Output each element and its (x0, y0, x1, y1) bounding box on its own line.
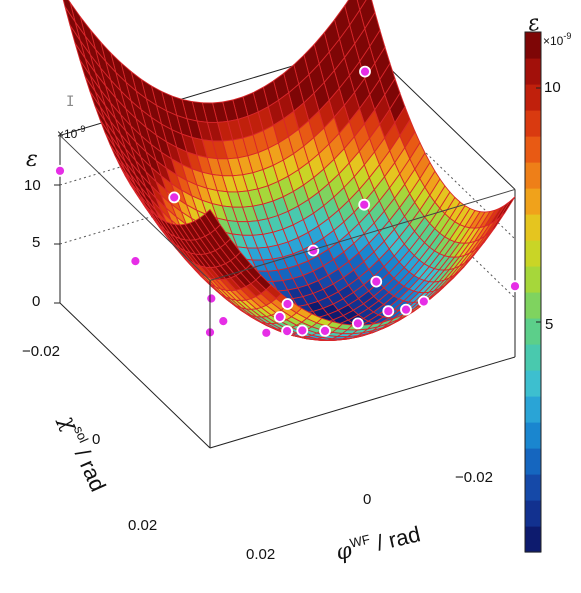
x-tick-neg002: −0.02 (455, 469, 493, 486)
data-point (260, 326, 273, 339)
colorbar-segment (525, 110, 541, 137)
colorbar-segment (525, 84, 541, 111)
data-markers (54, 65, 521, 339)
data-point (307, 244, 320, 257)
x-tick-002: 0.02 (246, 546, 275, 563)
z-tick-5: 5 (32, 234, 40, 251)
colorbar-segment (525, 422, 541, 449)
z-tick-0: 0 (32, 293, 40, 310)
colorbar-segment (525, 240, 541, 267)
y-tick-002: 0.02 (128, 517, 157, 534)
colorbar-tick-10: 10 (544, 79, 561, 96)
data-point (129, 255, 142, 268)
colorbar-segment (525, 474, 541, 501)
colorbar-segment (525, 188, 541, 215)
colorbar-segment (525, 396, 541, 423)
colorbar-segment (525, 526, 541, 553)
surface-mesh (62, 0, 516, 342)
y-tick-0: 0 (92, 431, 100, 448)
surface-cell (204, 208, 221, 231)
data-point (370, 275, 383, 288)
colorbar-segment (525, 266, 541, 293)
data-point (281, 298, 294, 310)
colorbar-segment (525, 292, 541, 319)
data-point (359, 65, 371, 78)
colorbar-exponent: ×10-9 (543, 31, 571, 48)
colorbar-title: ε (526, 10, 542, 37)
colorbar-segment (525, 32, 541, 59)
colorbar-tick-5: 5 (545, 316, 553, 333)
x-axis-title: φWF / rad (333, 520, 423, 566)
y-axis-title: χsol / rad (54, 410, 112, 496)
colorbar-segment (525, 136, 541, 163)
data-point (296, 324, 309, 337)
y-tick-neg002: −0.02 (22, 343, 60, 360)
z-axis-title: ε (26, 147, 38, 172)
x-tick-0: 0 (363, 491, 371, 508)
colorbar-segment (525, 370, 541, 397)
data-point (319, 324, 331, 337)
colorbar-segment (525, 162, 541, 189)
data-point (382, 305, 395, 318)
data-point (358, 198, 371, 211)
z-axis-exponent: ×10-9 (57, 124, 85, 141)
data-point (351, 317, 364, 330)
data-point (168, 191, 181, 204)
colorbar-segment (525, 344, 541, 371)
axes-box-front (54, 135, 516, 449)
colorbar-segment (525, 500, 541, 527)
z-tick-10: 10 (24, 177, 41, 194)
colorbar-segment (525, 214, 541, 241)
data-point (54, 164, 66, 177)
colorbar-segment (525, 318, 541, 345)
data-point (417, 295, 430, 308)
colorbar (524, 31, 542, 553)
colorbar-segment (525, 448, 541, 475)
text-cursor-icon: I (66, 94, 74, 110)
data-point (400, 303, 412, 316)
data-point (273, 311, 286, 323)
data-point (217, 315, 230, 328)
data-point (509, 280, 521, 293)
data-point (205, 292, 218, 305)
data-point (281, 325, 294, 338)
colorbar-segment (525, 58, 541, 85)
